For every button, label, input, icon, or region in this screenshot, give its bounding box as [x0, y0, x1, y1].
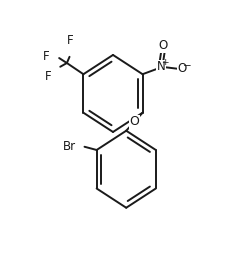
- Text: F: F: [67, 34, 73, 47]
- Text: +: +: [161, 58, 168, 67]
- Text: F: F: [43, 50, 49, 63]
- Text: F: F: [45, 70, 51, 83]
- Text: N: N: [156, 60, 165, 73]
- Text: Br: Br: [62, 140, 75, 153]
- Text: −: −: [182, 61, 191, 71]
- Text: O: O: [158, 39, 167, 52]
- Text: O: O: [129, 115, 139, 128]
- Text: O: O: [177, 62, 186, 75]
